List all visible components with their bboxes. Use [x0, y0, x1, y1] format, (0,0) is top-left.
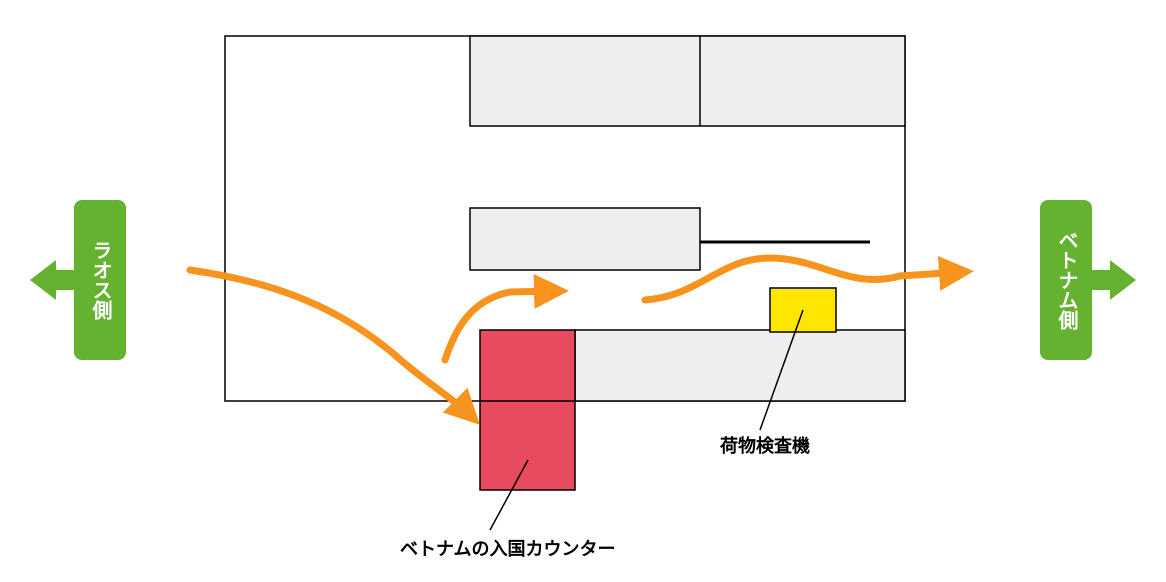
- room-bottom: [575, 330, 905, 401]
- room-middle: [470, 208, 700, 270]
- room-top: [470, 36, 905, 126]
- arrow-left-icon: [30, 260, 74, 300]
- direction-label-left: ラオス側: [89, 240, 113, 320]
- caption-scanner: 荷物検査機: [720, 435, 810, 456]
- direction-label-right: ベトナム側: [1055, 230, 1079, 330]
- diagram-canvas: ラオス側 ベトナム側 荷物検査機 ベトナムの入国カウンター: [0, 0, 1166, 582]
- arrow-right-icon: [1092, 260, 1136, 300]
- caption-counter: ベトナムの入国カウンター: [400, 539, 615, 559]
- direction-marker-right: ベトナム側: [1040, 200, 1136, 360]
- immigration-counter: [480, 330, 575, 490]
- direction-marker-left: ラオス側: [30, 200, 126, 360]
- flow-path-entry: [190, 270, 470, 415]
